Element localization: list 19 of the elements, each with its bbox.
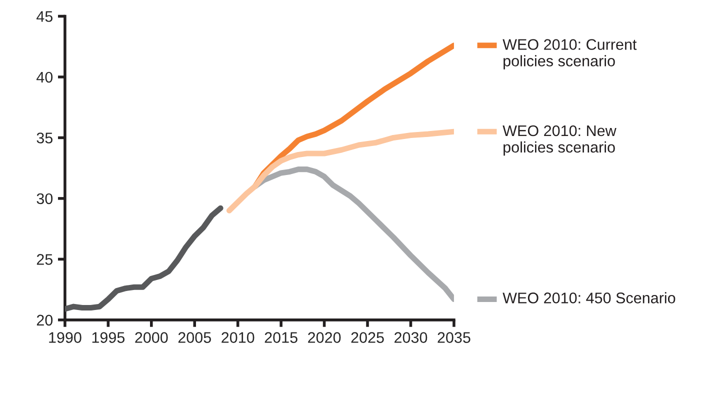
x-tick-label: 2005 — [178, 332, 211, 343]
y-tick-label: 45 — [36, 11, 53, 22]
x-tick-label: 1995 — [92, 332, 125, 343]
x-tick-label: 1990 — [49, 332, 82, 343]
x-tick-label: 2035 — [438, 332, 470, 343]
y-tick-label: 30 — [36, 193, 53, 204]
x-tick-label: 2025 — [351, 332, 384, 343]
legend-label: WEO 2010: 450 Scenario — [502, 292, 676, 304]
y-tick-label: 25 — [36, 254, 53, 265]
x-tick-label: 2030 — [394, 332, 428, 343]
y-tick-label: 20 — [36, 314, 53, 326]
legend-label: WEO 2010: Current policies scenario — [502, 39, 637, 70]
y-tick-label: 40 — [36, 72, 53, 83]
x-tick-label: 2020 — [308, 332, 341, 343]
x-tick-label: 2000 — [135, 332, 168, 343]
y-tick-label: 35 — [36, 132, 53, 144]
x-tick-label: 2015 — [264, 332, 298, 343]
x-tick-label: 2010 — [222, 332, 254, 343]
legend-label: WEO 2010: New policies scenario — [502, 125, 616, 156]
